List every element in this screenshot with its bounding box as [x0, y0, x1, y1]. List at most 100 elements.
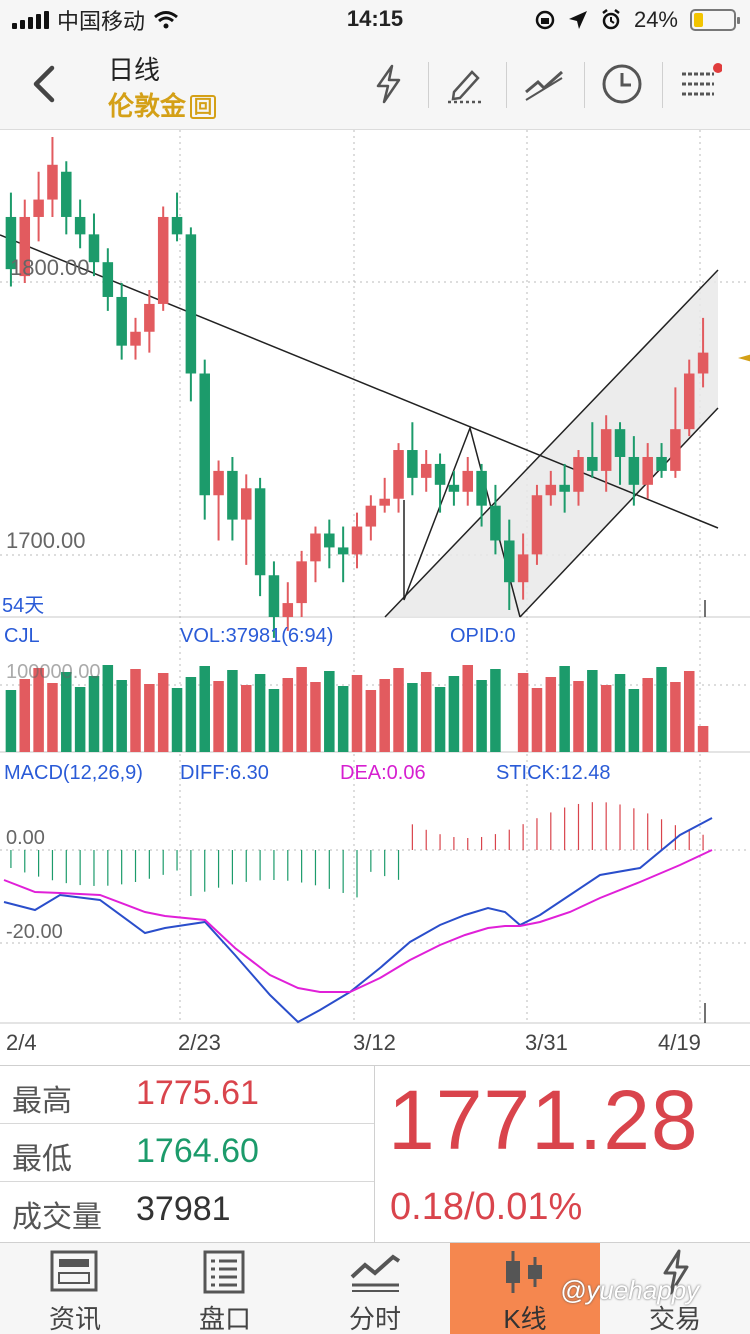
volume-bar: [573, 681, 584, 752]
high-label: 最高: [12, 1085, 72, 1118]
volume-bar: [157, 673, 169, 752]
nav-separator: [662, 62, 663, 108]
candle-body: [324, 533, 335, 548]
candle-body: [600, 429, 612, 471]
candle-body: [337, 547, 349, 555]
volume-bar: [587, 670, 598, 752]
volume-bar: [74, 687, 86, 752]
volume-bar: [351, 675, 363, 752]
candle-body: [296, 561, 307, 604]
candle-body: [559, 484, 570, 492]
candle-body: [227, 470, 238, 520]
kline-chart[interactable]: 1800.00 1700.00 54天 CJL VOL:37981(6:94) …: [0, 130, 750, 1065]
tab-kline-label: K线: [503, 1304, 547, 1334]
volume-bar: [365, 690, 377, 752]
lightning-icon[interactable]: [366, 62, 410, 106]
tab-timeshare[interactable]: 分时: [300, 1243, 450, 1334]
tab-trade[interactable]: 交易: [600, 1243, 750, 1334]
pencil-icon[interactable]: [444, 62, 488, 106]
low-row: 最低 1764.60: [0, 1124, 374, 1182]
volume-bar: [227, 670, 238, 752]
date-tick-label: 2/23: [178, 1030, 221, 1055]
watermark: @yuehappy: [560, 1275, 700, 1305]
volume-bar: [130, 669, 141, 752]
timeshare-icon: [350, 1254, 401, 1292]
volume-bar: [628, 689, 640, 752]
candle-body: [462, 470, 474, 492]
trend-line-icon[interactable]: [522, 62, 566, 106]
volume-bar: [337, 686, 349, 752]
candle-body: [351, 526, 363, 555]
tab-order-book[interactable]: 盘口: [150, 1243, 300, 1334]
order-book-icon: [203, 1250, 245, 1294]
candle-body: [670, 429, 681, 471]
wifi-icon: [154, 11, 178, 29]
candle-body: [628, 456, 640, 485]
macd-dea: DEA:0.06: [340, 762, 426, 784]
volume-bar: [517, 673, 529, 752]
price-level-low: 1700.00: [6, 528, 86, 553]
date-tick-label: 3/12: [353, 1030, 396, 1055]
candle-body: [282, 603, 294, 617]
tab-trade-label: 交易: [648, 1304, 701, 1334]
tab-news[interactable]: 资讯: [0, 1243, 150, 1334]
macd-title: MACD(12,26,9): [4, 762, 143, 784]
candle-body: [268, 575, 280, 617]
volume-bar: [19, 679, 31, 752]
rotation-lock-icon: [535, 10, 555, 30]
status-right: 24%: [534, 6, 740, 34]
nav-separator: [584, 62, 585, 108]
candle-body: [185, 234, 197, 374]
volume-bar: [490, 669, 501, 752]
candle-body: [213, 470, 224, 496]
status-left: 中国移动: [12, 6, 179, 34]
downtrend-line: [0, 234, 719, 529]
volume-bar: [545, 677, 557, 752]
volume-bar: [116, 680, 127, 752]
volume-label: 成交量: [12, 1201, 102, 1234]
carrier-label: 中国移动: [57, 9, 146, 34]
volume-bar: [171, 688, 183, 752]
diff-line: [3, 817, 713, 1024]
candlestick-icon: [506, 1251, 542, 1293]
battery-percent: 24%: [633, 7, 678, 32]
candle-body: [5, 216, 17, 270]
alarm-icon: [602, 9, 620, 30]
volume-bar: [531, 688, 543, 752]
tab-news-label: 资讯: [48, 1304, 101, 1334]
tab-kline[interactable]: K线: [450, 1243, 600, 1334]
volume-bar: [240, 685, 252, 752]
volume-bar: [559, 666, 570, 752]
volume-bar: [282, 678, 294, 752]
candle-body: [61, 171, 72, 217]
volume-bar: [324, 671, 335, 752]
nav-separator: [428, 62, 429, 108]
volume-bar: [268, 689, 280, 752]
candle-body: [614, 429, 626, 457]
candle-body: [254, 488, 266, 576]
volume-bar: [88, 676, 100, 752]
instrument-name[interactable]: 伦敦金回: [108, 86, 217, 123]
clock-time: 14:15: [346, 6, 404, 31]
macd-zero-label: 0.00: [6, 827, 45, 849]
volume-bar: [393, 668, 404, 752]
volume-bar: [296, 667, 307, 752]
candle-body: [490, 505, 501, 541]
volume-bar: [600, 685, 612, 752]
back-arrow-icon[interactable]: [26, 62, 66, 106]
volume-total: 37981: [136, 1190, 231, 1228]
high-value: 1775.61: [136, 1074, 259, 1112]
candle-body: [88, 234, 100, 263]
menu-icon[interactable]: [678, 62, 722, 106]
volume-value: VOL:37981(6:94): [180, 625, 333, 647]
quote-panel: 最高 1775.61 最低 1764.60 成交量 37981 1771.28 …: [0, 1065, 750, 1243]
volume-bar: [476, 680, 487, 752]
volume-bar: [310, 682, 321, 752]
low-value: 1764.60: [136, 1132, 259, 1170]
candle-body: [504, 540, 515, 583]
candle-body: [642, 456, 653, 485]
candle-body: [144, 303, 155, 332]
volume-bar: [448, 676, 460, 752]
volume-bar: [420, 672, 432, 752]
clock-icon[interactable]: [600, 62, 644, 106]
